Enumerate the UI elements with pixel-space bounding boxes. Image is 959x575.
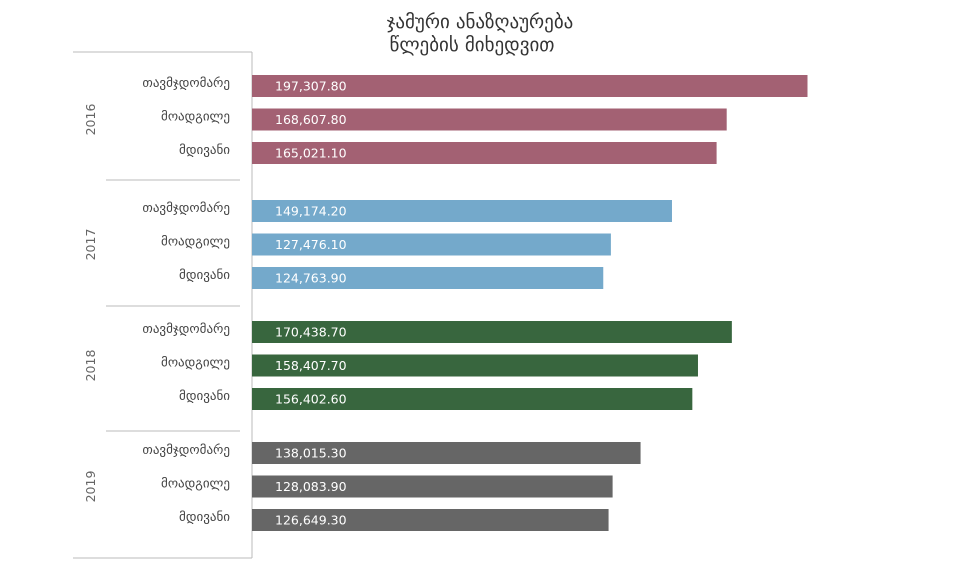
chart-title: ჯამური ანაზღაურება bbox=[387, 11, 574, 33]
bar-value-label: 197,307.80 bbox=[275, 79, 347, 94]
group-label-2019: 2019 bbox=[83, 471, 98, 503]
chart-subtitle: წლების მიხედვით bbox=[389, 34, 554, 56]
category-label: თავმჯდომარე bbox=[142, 201, 230, 216]
category-label: მდივანი bbox=[179, 143, 230, 158]
group-label-2016: 2016 bbox=[83, 104, 98, 136]
category-label: მოადგილე bbox=[161, 110, 230, 125]
bar bbox=[252, 354, 698, 377]
bar bbox=[252, 442, 641, 464]
bar bbox=[252, 108, 727, 131]
category-label: თავმჯდომარე bbox=[142, 322, 230, 337]
bar bbox=[252, 200, 672, 222]
bar-value-label: 126,649.30 bbox=[275, 513, 347, 528]
category-label: მდივანი bbox=[179, 510, 230, 525]
bar bbox=[252, 388, 693, 410]
bar-value-label: 124,763.90 bbox=[275, 271, 347, 286]
bar-value-label: 156,402.60 bbox=[275, 392, 347, 407]
category-label: მდივანი bbox=[179, 389, 230, 404]
category-label: თავმჯდომარე bbox=[142, 443, 230, 458]
bar-value-label: 127,476.10 bbox=[275, 237, 347, 252]
bar-value-label: 138,015.30 bbox=[275, 446, 347, 461]
bar bbox=[252, 142, 717, 164]
group-label-2018: 2018 bbox=[83, 350, 98, 382]
bar bbox=[252, 233, 611, 256]
labels-layer: 2016 197,307.80 თავმჯდომარე 168,607.80 მოადგ… bbox=[83, 76, 347, 528]
category-label: მოადგილე bbox=[161, 356, 230, 371]
bar-value-label: 158,407.70 bbox=[275, 358, 347, 373]
bar-value-label: 168,607.80 bbox=[275, 112, 347, 127]
bar-value-label: 170,438.70 bbox=[275, 325, 347, 340]
bar-value-label: 165,021.10 bbox=[275, 146, 347, 161]
bar bbox=[252, 475, 613, 498]
bar bbox=[252, 509, 609, 531]
bar bbox=[252, 321, 732, 343]
bar bbox=[252, 267, 604, 289]
bar-value-label: 128,083.90 bbox=[275, 479, 347, 494]
group-label-2017: 2017 bbox=[83, 229, 98, 261]
category-label: მოადგილე bbox=[161, 235, 230, 250]
category-label: მდივანი bbox=[179, 268, 230, 283]
category-label: თავმჯდომარე bbox=[142, 76, 230, 91]
chart-frame bbox=[73, 51, 253, 559]
category-label: მოადგილე bbox=[161, 477, 230, 492]
bars-layer bbox=[252, 75, 808, 531]
bar bbox=[252, 75, 808, 97]
bar-value-label: 149,174.20 bbox=[275, 204, 347, 219]
